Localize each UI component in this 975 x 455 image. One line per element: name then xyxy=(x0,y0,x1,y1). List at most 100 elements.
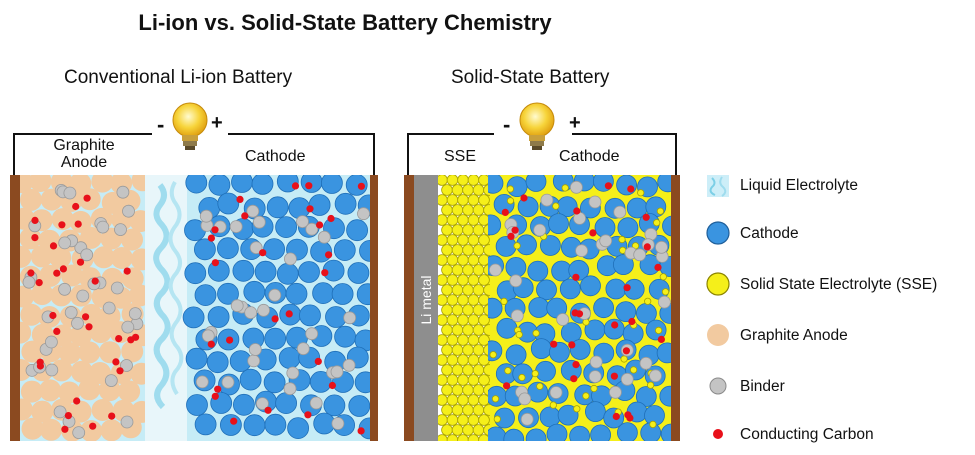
graphite-particle xyxy=(30,245,53,268)
sse-particle xyxy=(451,184,464,196)
sse-particle xyxy=(438,175,448,186)
sse-particle xyxy=(467,194,480,206)
sse-particle xyxy=(552,202,560,210)
sse-particle xyxy=(457,374,469,386)
carbon-particle xyxy=(226,336,234,344)
sse-particle xyxy=(644,297,652,305)
graphite-particle xyxy=(91,175,114,193)
carbon-particle xyxy=(627,185,635,193)
carbon-particle xyxy=(49,242,58,250)
binder-particle xyxy=(342,358,356,372)
legend xyxy=(706,175,730,439)
binder-particle xyxy=(53,405,67,419)
right-cathode-collector xyxy=(671,175,680,441)
sse-particle xyxy=(467,175,480,186)
carbon-particle xyxy=(259,249,267,257)
sse-particle xyxy=(478,434,490,441)
cathode-particle xyxy=(613,254,634,276)
legend-label-binder: Binder xyxy=(740,378,785,395)
carbon-particle xyxy=(31,216,39,224)
carbon-particle xyxy=(116,367,124,375)
sse-particle xyxy=(438,434,448,441)
binder-particle xyxy=(588,370,602,384)
sse-particle xyxy=(457,434,469,441)
cathode-particle xyxy=(569,425,590,441)
carbon-particle xyxy=(610,372,619,380)
sse-particle xyxy=(653,219,661,227)
binder-particle xyxy=(510,309,524,323)
left-light-bulb-icon xyxy=(172,102,208,150)
sse-particle xyxy=(438,254,448,266)
carbon-particle xyxy=(604,182,613,190)
carbon-particle xyxy=(207,340,215,348)
sse-particle xyxy=(438,294,448,306)
cathode-particle xyxy=(263,371,286,394)
binder-particle xyxy=(305,222,319,236)
binder-particle xyxy=(22,275,36,289)
liquid-electrolyte-squiggle xyxy=(153,183,171,410)
cathode-particle xyxy=(193,238,216,261)
sse-particle xyxy=(467,434,480,441)
graphite-particle xyxy=(20,245,32,268)
cathode-particle xyxy=(540,235,561,256)
carbon-particle xyxy=(321,269,329,277)
sse-particle xyxy=(478,194,490,206)
sse-particle xyxy=(438,194,448,206)
sse-particle xyxy=(438,374,448,386)
sse-particle xyxy=(478,394,490,406)
sse-particle xyxy=(446,274,459,286)
sse-particle xyxy=(467,214,480,226)
anode-label-bg xyxy=(20,136,145,174)
legend-label-sse: Solid State Electrolyte (SSE) xyxy=(740,276,938,293)
sse-particle xyxy=(446,214,459,226)
sse-particle xyxy=(504,367,512,375)
sse-particle xyxy=(467,294,480,306)
binder-particle xyxy=(64,306,78,319)
binder-particle xyxy=(599,234,613,248)
sse-particle xyxy=(654,326,663,334)
carbon-particle xyxy=(59,265,67,273)
binder-particle xyxy=(343,311,357,325)
cathode-circle xyxy=(706,221,730,245)
carbon-particle xyxy=(214,385,222,393)
graphite-anode-label: Graphite Anode xyxy=(53,137,115,171)
sse-particle xyxy=(531,369,539,378)
cathode-particle xyxy=(206,351,229,374)
sse-particle xyxy=(467,354,480,366)
sse-particle xyxy=(618,235,626,244)
sse-particle xyxy=(457,414,469,426)
graphite-particle xyxy=(70,360,93,383)
cathode-particle xyxy=(208,175,231,196)
carbon-particle xyxy=(211,259,219,267)
cathode-particle xyxy=(266,196,289,219)
carbon-particle xyxy=(211,392,219,400)
sse-particle xyxy=(472,424,485,436)
graphite-particle xyxy=(121,340,144,363)
carbon-particle xyxy=(642,213,650,221)
carbon-particle xyxy=(622,347,631,355)
cathode-particle xyxy=(243,280,266,303)
binder-particle xyxy=(533,223,547,237)
carbon-particle xyxy=(328,381,336,390)
carbon-particle xyxy=(83,194,91,202)
binder-particle xyxy=(76,289,90,303)
binder-particle xyxy=(246,204,260,218)
cathode-particle xyxy=(323,394,346,417)
binder-particle xyxy=(330,365,344,379)
sse-particle xyxy=(483,284,490,296)
cathode-particle xyxy=(348,395,370,417)
sse-particle xyxy=(467,274,480,286)
graphite-particle xyxy=(118,380,141,403)
sse-particle xyxy=(446,354,459,366)
sse-particle xyxy=(515,330,523,339)
binder-particle xyxy=(71,316,84,330)
graphite-circle xyxy=(707,324,729,346)
right-cathode-layer xyxy=(488,175,671,441)
binder-particle xyxy=(80,248,94,262)
binder-particle xyxy=(230,299,244,313)
sse-particle xyxy=(472,324,485,336)
cathode-particle xyxy=(496,317,518,339)
sse-particle xyxy=(536,382,544,390)
cathode-particle xyxy=(616,175,637,196)
binder-particle xyxy=(357,207,370,221)
